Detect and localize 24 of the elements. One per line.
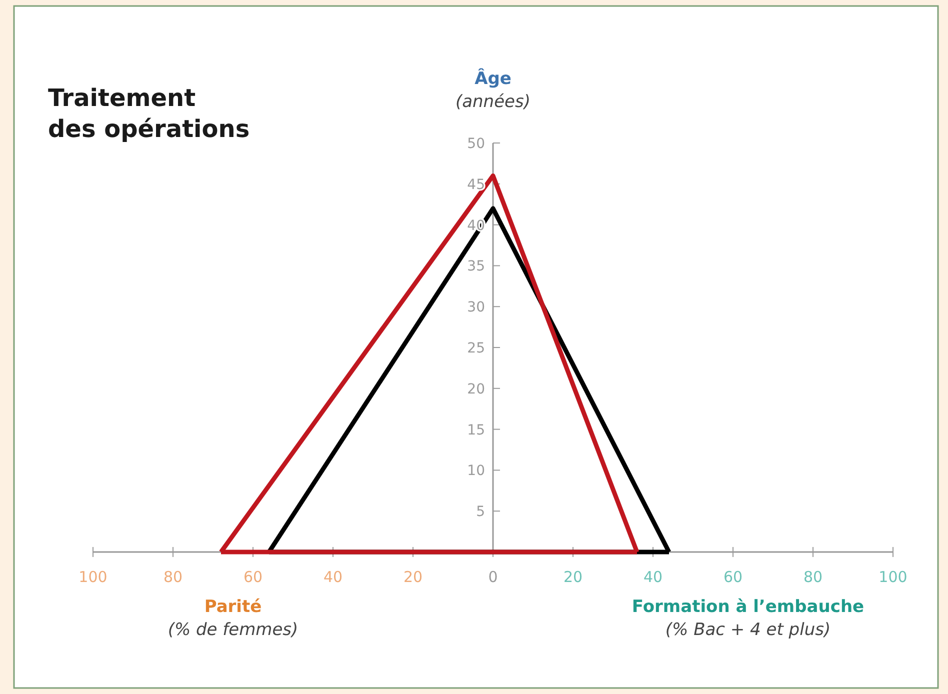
y-tick-label: 35 <box>467 258 485 275</box>
x-tick-label: 80 <box>803 568 823 586</box>
x-tick-label: 20 <box>563 568 583 586</box>
x-tick-label: 100 <box>878 568 908 586</box>
x-tick-label: 40 <box>643 568 663 586</box>
y-axis-title: Âge (années) <box>455 68 531 112</box>
y-tick-label: 50 <box>467 136 485 152</box>
y-tick-label: 20 <box>467 381 485 398</box>
y-tick-label: 45 <box>467 176 485 193</box>
x-tick-label: 60 <box>243 568 263 586</box>
x-tick-label: 80 <box>163 568 183 586</box>
y-tick-label: 15 <box>467 422 485 438</box>
y-tick-label: 30 <box>467 300 485 316</box>
x-tick-label: 0 <box>488 568 498 586</box>
x-axis-title: Parité (% de femmes) <box>168 597 298 640</box>
y-tick-label: 5 <box>476 504 485 520</box>
chart-title: Traitement des opérations <box>48 84 250 144</box>
x-tick-label: 60 <box>723 568 743 586</box>
y-tick-label: 25 <box>467 340 485 356</box>
text: Formation à l’embauche (% Bac + 4 et plus) <box>632 597 864 640</box>
x-tick-label: 40 <box>323 568 343 586</box>
x-tick-label: 100 <box>78 568 108 586</box>
y-tick-label: 10 <box>467 463 485 480</box>
x-tick-label: 20 <box>403 568 423 586</box>
